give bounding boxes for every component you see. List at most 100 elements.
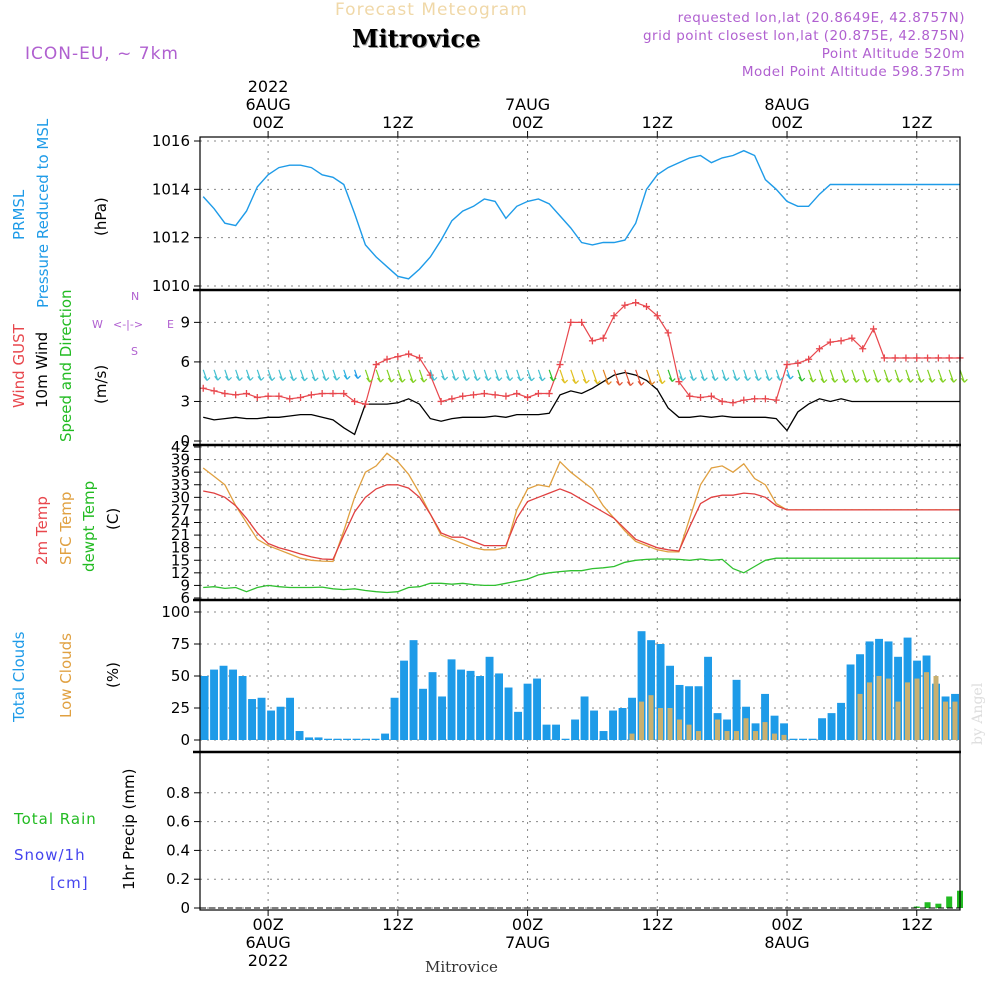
- wind-arrow: [418, 369, 428, 383]
- low-cloud-bar: [753, 731, 758, 740]
- wind-arrow: [494, 369, 503, 382]
- low-cloud-bar: [715, 719, 720, 740]
- gust-marker: [307, 391, 315, 399]
- wind-arrow: [764, 369, 773, 381]
- gust-marker: [502, 392, 510, 400]
- wind-arrow: [429, 369, 438, 381]
- total-cloud-bar: [704, 656, 712, 740]
- date-label-bottom: 8AUG: [764, 933, 809, 952]
- compass-east: E: [167, 318, 174, 331]
- gust-marker: [880, 354, 888, 362]
- wind-arrow: [916, 369, 925, 383]
- gust-marker: [394, 353, 402, 361]
- date-label-top: 8AUG: [764, 95, 809, 114]
- total-cloud-bar: [846, 664, 855, 740]
- total-cloud-bar: [343, 738, 351, 740]
- wind-arrow: [527, 369, 535, 382]
- total-cloud-bar: [495, 673, 503, 740]
- gust-marker: [513, 390, 521, 398]
- wind-arrow: [516, 369, 525, 382]
- total-cloud-bar: [333, 738, 342, 740]
- x-tick-label-top: 00Z: [252, 113, 283, 132]
- total-cloud-bar: [390, 697, 399, 740]
- panel-frame: [199, 751, 961, 911]
- gust-marker: [415, 354, 423, 362]
- wind-arrow: [310, 369, 319, 382]
- total-cloud-bar: [761, 693, 769, 740]
- low-cloud-bar: [886, 678, 891, 740]
- total-cloud-bar: [837, 702, 845, 740]
- t2m-line: [203, 484, 960, 561]
- total-cloud-bar: [438, 696, 446, 740]
- wind-arrow: [710, 369, 719, 381]
- y-tick-label: 42: [171, 438, 190, 456]
- total-cloud-bar: [770, 715, 779, 740]
- y-tick-label: 75: [171, 635, 190, 653]
- wind-arrow: [775, 369, 784, 381]
- grid-point-coords: grid point closest lon,lat (20.875E, 42.…: [642, 28, 965, 44]
- wind-speed-line: [203, 371, 960, 436]
- wind-arrow: [635, 369, 645, 386]
- x-tick-label-top: 12Z: [382, 113, 413, 132]
- gust-marker: [329, 390, 337, 398]
- gust-marker: [383, 355, 391, 363]
- compass-west: W: [92, 318, 103, 331]
- wind-arrow: [754, 369, 762, 381]
- wind-arrow: [267, 369, 276, 381]
- gust-marker: [815, 345, 823, 353]
- wind-arrow: [235, 369, 243, 381]
- wind-arrow: [581, 369, 590, 384]
- wind-arrow: [537, 369, 546, 382]
- low-cloud-bar: [876, 676, 882, 740]
- y-tick-label: 100: [161, 603, 190, 621]
- gust-marker: [437, 397, 445, 405]
- wind-arrow: [213, 369, 222, 381]
- total-cloud-bar: [552, 724, 560, 740]
- wind-arrow: [905, 369, 914, 383]
- wind-arrow: [613, 369, 623, 386]
- total-cloud-bar: [685, 686, 693, 740]
- model-altitude: Model Point Altitude 598.375m: [741, 64, 965, 80]
- x-tick-label-top: 00Z: [771, 113, 802, 132]
- wind-arrow: [375, 369, 384, 383]
- total-cloud-bar: [590, 710, 598, 740]
- y-tick-label: 9: [180, 313, 190, 331]
- total-cloud-bar: [694, 686, 703, 740]
- wind-arrow: [883, 369, 893, 383]
- wind-arrow: [927, 369, 936, 383]
- total-cloud-bar: [609, 710, 617, 740]
- total-cloud-bar: [466, 670, 475, 740]
- total-cloud-bar: [371, 738, 380, 740]
- wind-arrow: [667, 369, 676, 382]
- gust-marker: [286, 395, 294, 403]
- wind-arrow: [851, 369, 860, 383]
- y-tick-label: 18: [171, 539, 190, 557]
- gust-marker: [232, 391, 240, 399]
- gust-marker: [794, 359, 802, 367]
- model-label: ICON-EU, ~ 7km: [25, 44, 179, 64]
- wind-arrow: [840, 369, 849, 384]
- date-label-bottom: 7AUG: [505, 933, 550, 952]
- low-cloud-bar: [933, 676, 939, 740]
- y-tick-label: 30: [171, 488, 190, 506]
- low-cloud-bar: [914, 678, 920, 740]
- y-tick-label: 33: [171, 476, 190, 494]
- total-cloud-bar: [362, 738, 370, 740]
- wind-arrow: [786, 369, 794, 380]
- gust-marker: [264, 392, 272, 400]
- y-tick-label: 0.4: [166, 841, 190, 859]
- low-cloud-bar: [724, 731, 730, 740]
- wind-arrow: [570, 369, 580, 384]
- gust-marker: [480, 390, 488, 398]
- wind-arrow: [299, 369, 308, 382]
- gust-marker: [405, 350, 413, 358]
- gust-marker: [870, 325, 878, 333]
- y-tick-label: 0.8: [166, 784, 190, 802]
- total-cloud-bar: [732, 679, 741, 740]
- low-cloud-bar: [639, 701, 644, 740]
- y-tick-label: 21: [171, 526, 190, 544]
- wind-arrow: [245, 369, 254, 381]
- gust-marker: [361, 400, 369, 408]
- total-cloud-bar: [400, 660, 408, 740]
- gust-marker: [686, 392, 694, 400]
